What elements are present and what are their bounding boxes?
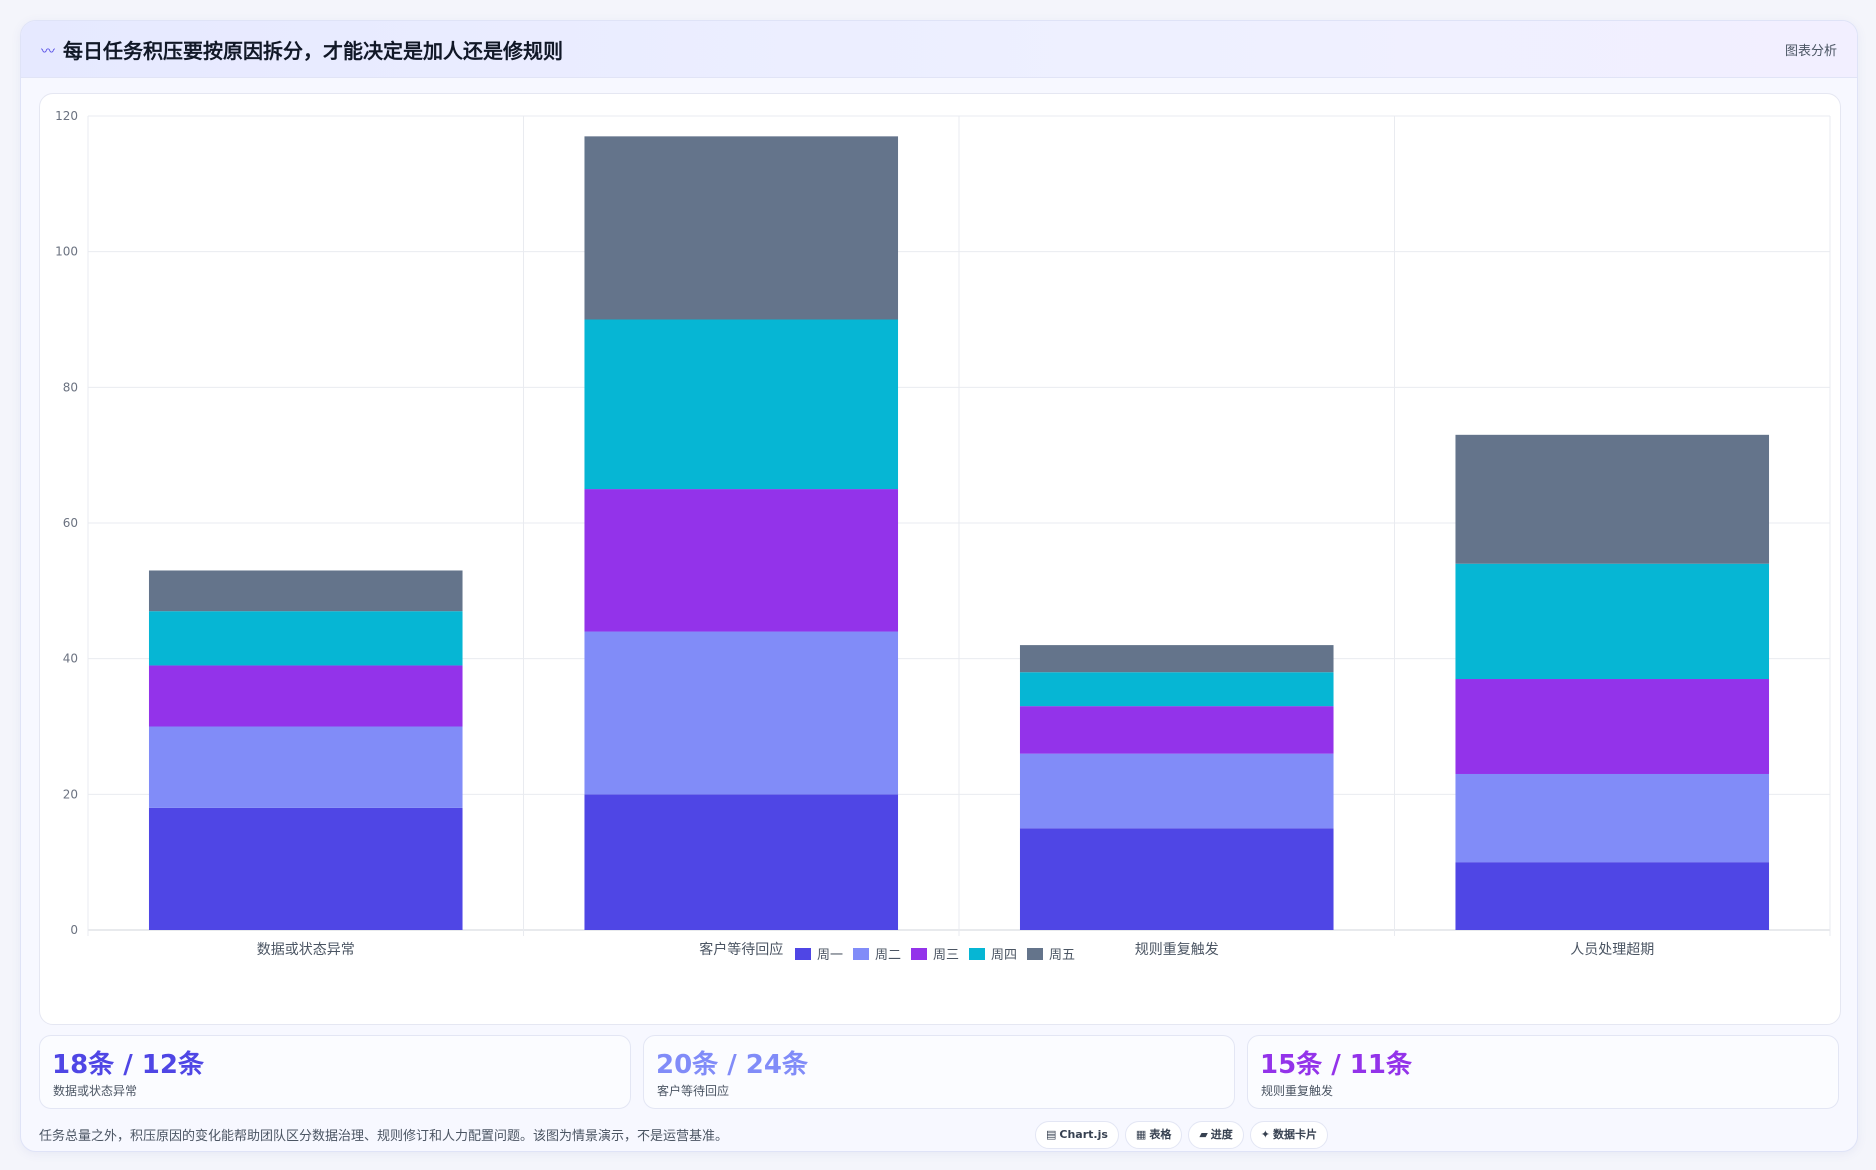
legend-label: 周四 bbox=[991, 948, 1017, 963]
stat-card-3: 15条 / 11条 规则重复触发 bbox=[1247, 1035, 1839, 1109]
bar-segment bbox=[1455, 563, 1770, 680]
y-tick-label: 80 bbox=[63, 380, 78, 394]
legend-label: 周二 bbox=[875, 948, 901, 963]
stat-value: 15条 / 11条 bbox=[1260, 1050, 1412, 1080]
bar-segment bbox=[148, 726, 463, 808]
legend-swatch bbox=[853, 948, 869, 960]
y-tick-label: 120 bbox=[55, 109, 78, 123]
chart-icon: ▤ bbox=[1046, 1128, 1057, 1141]
stat-value: 20条 / 24条 bbox=[656, 1050, 808, 1080]
bar-segment bbox=[584, 794, 899, 930]
bar-segment bbox=[148, 807, 463, 930]
bar-segment bbox=[1019, 753, 1334, 829]
bar-segment bbox=[1019, 645, 1334, 673]
legend-label: 周三 bbox=[933, 948, 959, 963]
bar-segment bbox=[1455, 773, 1770, 863]
bar-segment bbox=[584, 319, 899, 490]
pill-table[interactable]: ▦ 表格 bbox=[1124, 1121, 1183, 1149]
y-tick-label: 20 bbox=[63, 787, 78, 801]
bar-segment bbox=[584, 631, 899, 795]
bar-segment bbox=[148, 665, 463, 727]
bar-segment bbox=[1019, 828, 1334, 930]
stat-label: 数据或状态异常 bbox=[53, 1084, 138, 1098]
x-tick-label: 规则重复触发 bbox=[1135, 941, 1219, 958]
wave-icon: 〰 bbox=[41, 44, 55, 60]
y-tick-label: 0 bbox=[70, 923, 78, 937]
stat-label: 客户等待回应 bbox=[657, 1084, 730, 1098]
x-tick-label: 客户等待回应 bbox=[699, 941, 783, 958]
footnote: 任务总量之外，积压原因的变化能帮助团队区分数据治理、规则修订和人力配置问题。该图… bbox=[39, 1129, 729, 1144]
legend-swatch bbox=[911, 948, 927, 960]
legend-label: 周五 bbox=[1049, 948, 1075, 963]
sparkle-icon: ✦ bbox=[1260, 1128, 1271, 1141]
pill-label: 表格 bbox=[1149, 1128, 1172, 1141]
stacked-bar-chart: 0 20 40 60 80 100 120 数据或状态异常 客户等待回应 规则重复触发 人员处理超期… bbox=[55, 109, 1831, 963]
bar-segment bbox=[584, 489, 899, 632]
pill-label: 数据卡片 bbox=[1273, 1128, 1318, 1141]
x-tick-label: 人员处理超期 bbox=[1570, 942, 1654, 958]
legend-swatch bbox=[795, 948, 811, 960]
bar-segment bbox=[148, 570, 463, 612]
stats-row: 18条 / 12条 数据或状态异常 20条 / 24条 客户等待回应 15条 /… bbox=[39, 1035, 1839, 1109]
bar-segment bbox=[1455, 434, 1770, 564]
card-header: 〰 每日任务积压要按原因拆分，才能决定是加人还是修规则 图表分析 bbox=[21, 21, 1857, 78]
pill-chartjs[interactable]: ▤ Chart.js bbox=[1035, 1121, 1119, 1149]
stat-card-1: 18条 / 12条 数据或状态异常 bbox=[39, 1035, 631, 1109]
pill-data-card[interactable]: ✦ 数据卡片 bbox=[1249, 1121, 1329, 1149]
legend-label: 周一 bbox=[817, 948, 843, 963]
bar-segment bbox=[148, 611, 463, 666]
bar-segment bbox=[1019, 706, 1334, 754]
table-icon: ▦ bbox=[1135, 1128, 1147, 1141]
y-tick-label: 60 bbox=[63, 516, 78, 530]
bar-segment bbox=[1455, 862, 1770, 930]
x-tick-label: 数据或状态异常 bbox=[257, 942, 355, 958]
progress-icon: ▰ bbox=[1199, 1128, 1208, 1141]
legend-swatch bbox=[969, 948, 985, 960]
bar-segment bbox=[1019, 672, 1334, 707]
bar-segment bbox=[1455, 679, 1770, 774]
chart-analysis-tag: 图表分析 bbox=[1784, 44, 1837, 59]
page-title: 每日任务积压要按原因拆分，才能决定是加人还是修规则 bbox=[63, 39, 563, 63]
pill-label: Chart.js bbox=[1059, 1128, 1108, 1141]
pill-progress[interactable]: ▰ 进度 bbox=[1188, 1121, 1244, 1149]
pill-label: 进度 bbox=[1210, 1128, 1233, 1141]
stat-card-2: 20条 / 24条 客户等待回应 bbox=[643, 1035, 1235, 1109]
chart-panel: 0 20 40 60 80 100 120 数据或状态异常 客户等待回应 规则重复触发 人员处理超期… bbox=[39, 93, 1841, 1025]
stat-label: 规则重复触发 bbox=[1261, 1084, 1334, 1098]
chart-card: 〰 每日任务积压要按原因拆分，才能决定是加人还是修规则 图表分析 0 20 40 60… bbox=[20, 20, 1858, 1152]
stat-value: 18条 / 12条 bbox=[52, 1050, 204, 1080]
legend-swatch bbox=[1027, 948, 1043, 960]
feature-pills: ▤ Chart.js ▦ 表格 ▰ 进度 ✦ 数据卡片 bbox=[1035, 1121, 1334, 1149]
y-tick-label: 100 bbox=[55, 245, 78, 259]
bar-segment bbox=[584, 136, 899, 320]
y-tick-label: 40 bbox=[63, 652, 78, 666]
